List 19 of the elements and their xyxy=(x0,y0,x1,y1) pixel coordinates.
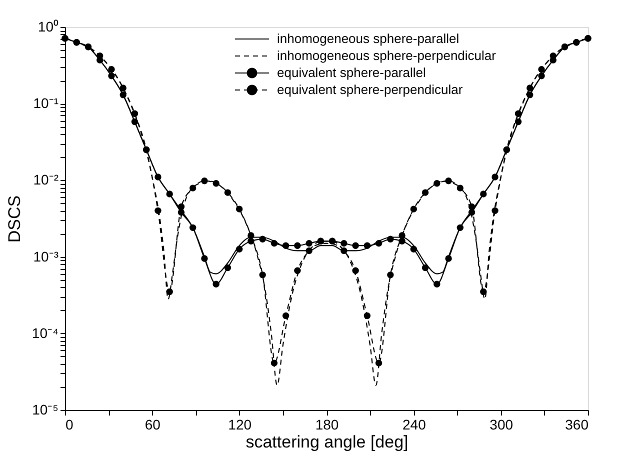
x-tick-label: 0 xyxy=(66,416,74,432)
y-tick-label: 10⁻³ xyxy=(33,248,59,264)
x-tick-label: 360 xyxy=(565,416,589,432)
y-tick-label: 10⁻¹ xyxy=(33,95,59,112)
x-tick-label: 240 xyxy=(402,416,426,432)
x-tick-label: 60 xyxy=(144,416,161,432)
legend-label: inhomogeneous sphere-parallel xyxy=(277,31,460,46)
x-tick-label: 180 xyxy=(315,416,339,432)
x-tick-label: 300 xyxy=(490,416,514,432)
x-axis-title: scattering angle [deg] xyxy=(246,432,408,452)
x-tick-label: 120 xyxy=(228,416,252,432)
legend-label: inhomogeneous sphere-perpendicular xyxy=(277,48,497,63)
legend-label: equivalent sphere-perpendicular xyxy=(277,82,464,97)
y-tick-label: 10⁻² xyxy=(33,172,59,188)
legend-label: equivalent sphere-parallel xyxy=(277,65,426,80)
y-tick-label: 10⁰ xyxy=(38,18,58,34)
y-tick-label: 10⁻⁵ xyxy=(32,402,58,418)
y-tick-label: 10⁻⁴ xyxy=(32,324,58,341)
y-axis-title: DSCS xyxy=(4,195,24,243)
